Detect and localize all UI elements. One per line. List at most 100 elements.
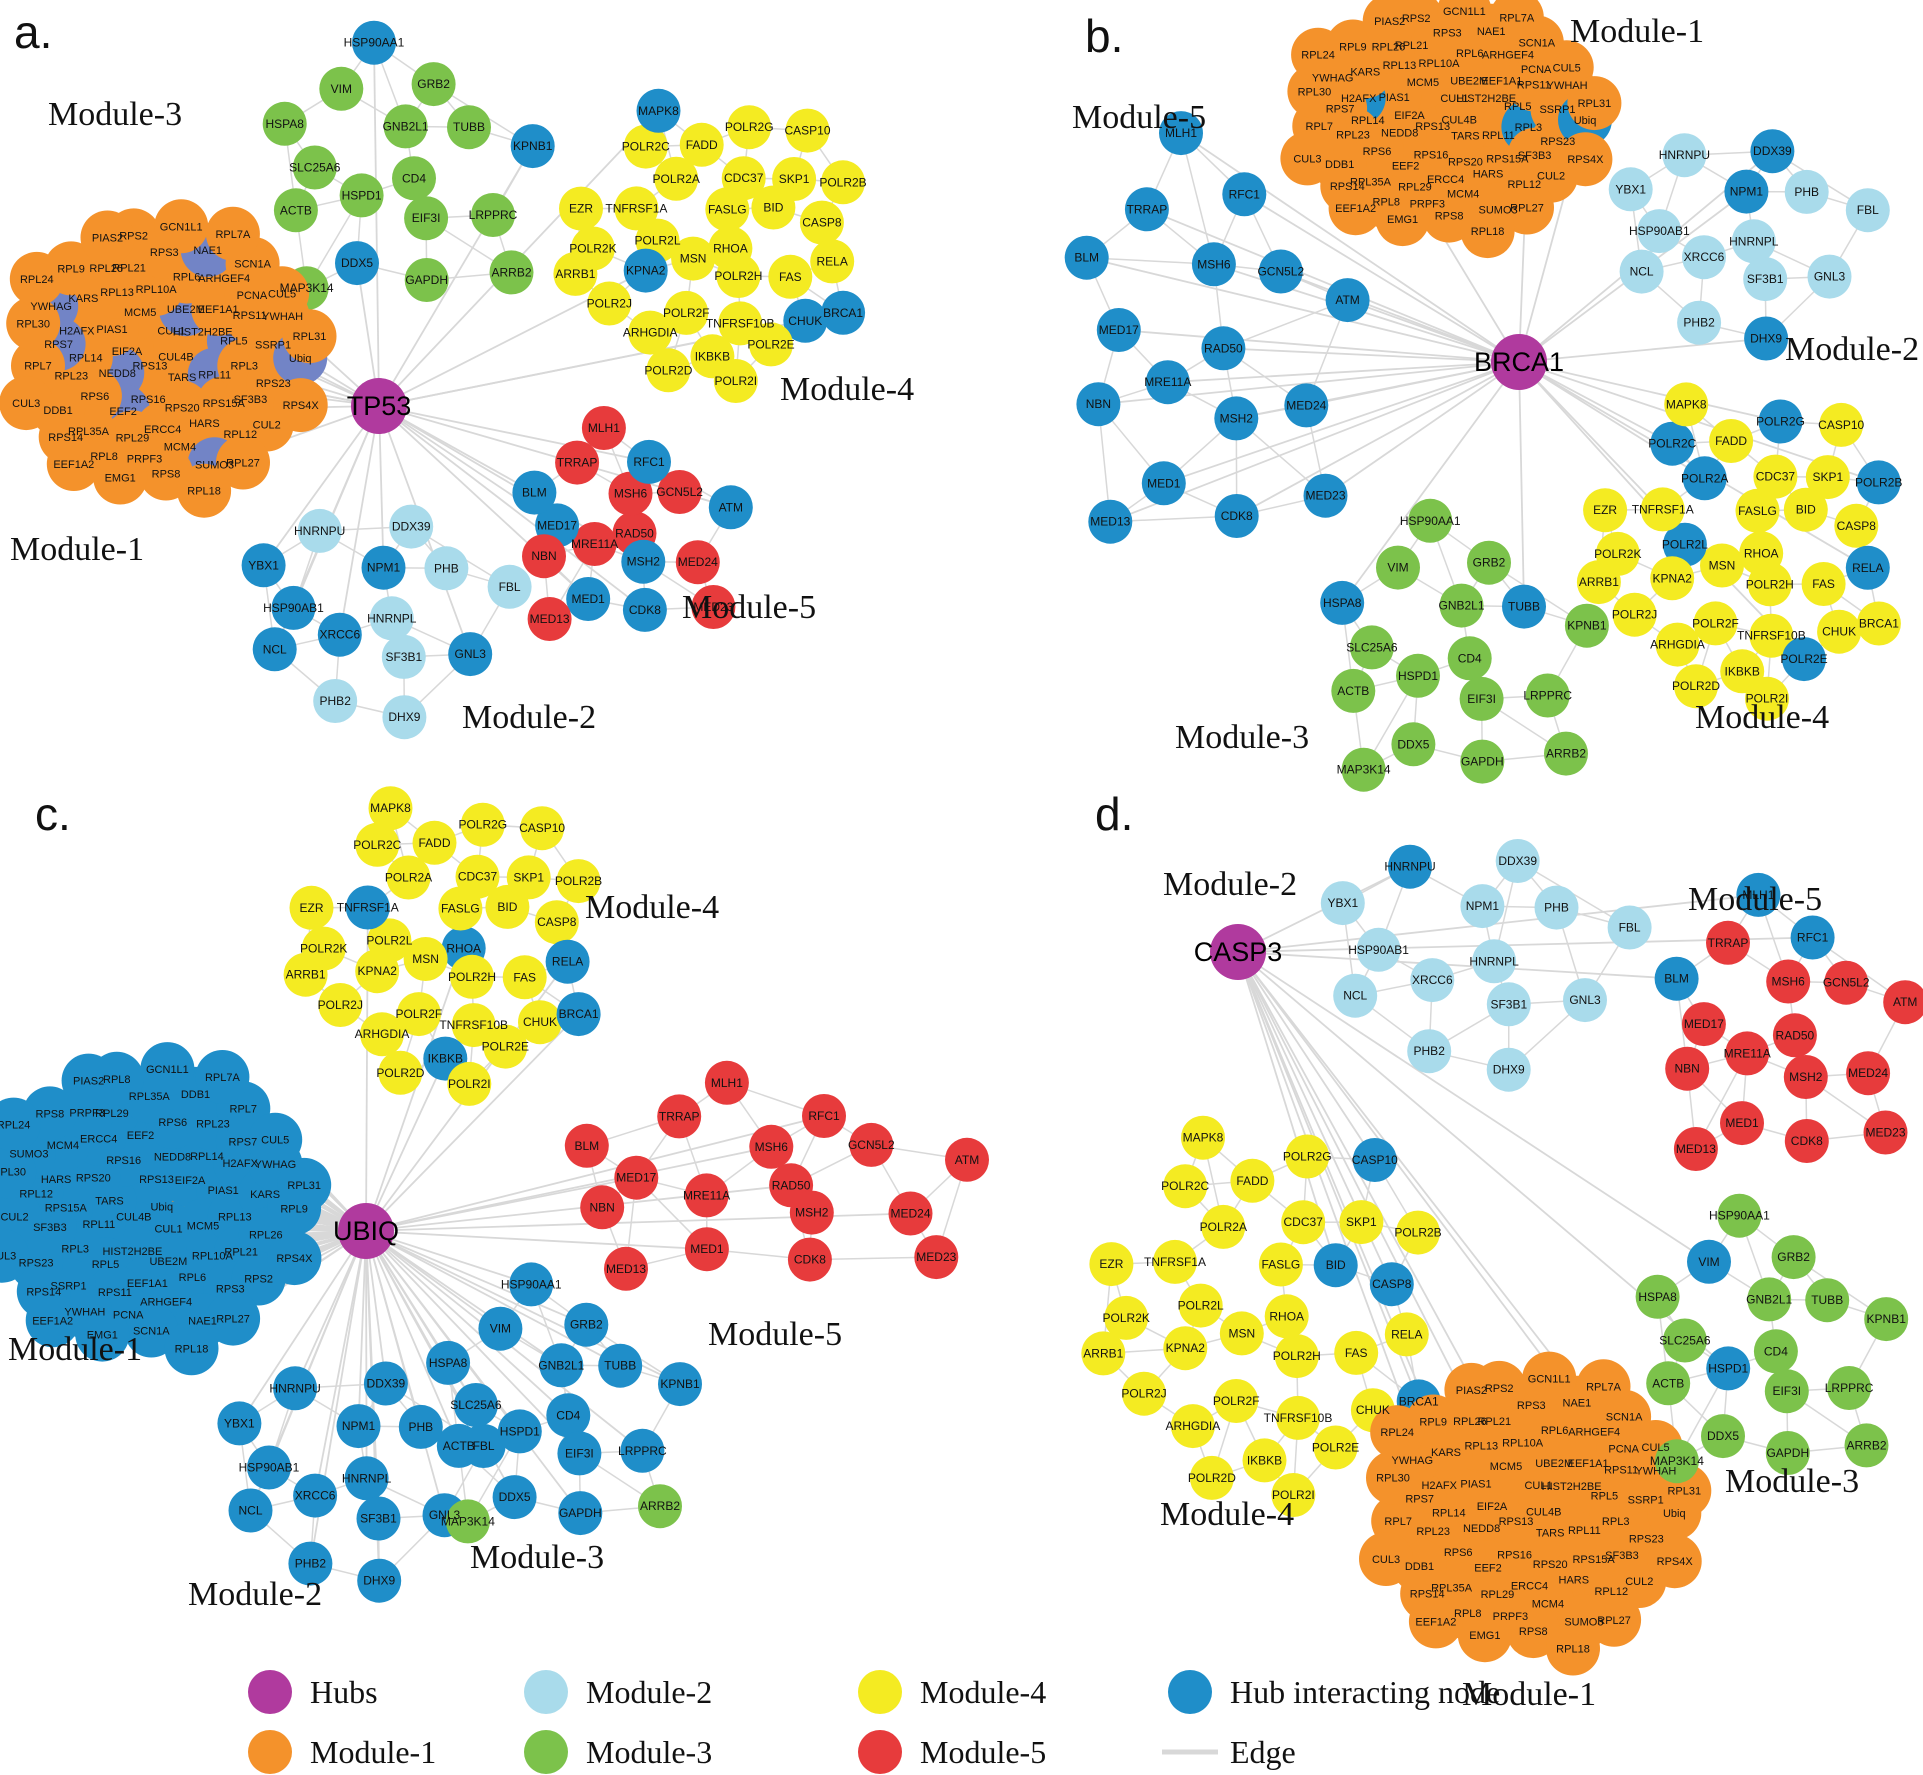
node-YBX1[interactable]	[1320, 881, 1365, 926]
node-MLH1[interactable]	[581, 406, 626, 450]
node-MED23[interactable]	[1303, 473, 1348, 518]
node-RHOA[interactable]	[1264, 1294, 1309, 1339]
node-RPL18[interactable]	[164, 1321, 219, 1376]
node-FBL[interactable]	[487, 564, 532, 609]
node-ARRB1[interactable]	[1081, 1331, 1126, 1376]
node-MSN[interactable]	[403, 937, 448, 981]
node-EIF3I[interactable]	[404, 196, 449, 241]
node-TRRAP[interactable]	[555, 440, 600, 485]
node-RFC1[interactable]	[1790, 915, 1835, 960]
node-YBX1[interactable]	[1608, 167, 1653, 212]
node-FADD[interactable]	[679, 122, 724, 167]
node-VIM[interactable]	[1376, 545, 1420, 590]
node-RPL31[interactable]	[1567, 76, 1622, 131]
node-GCN1L1[interactable]	[154, 199, 209, 254]
node-TUBB[interactable]	[447, 105, 491, 150]
node-ARRB1[interactable]	[553, 251, 598, 296]
node-SLC25A6[interactable]	[1349, 625, 1394, 670]
node-KPNA2[interactable]	[623, 248, 668, 293]
node-CDC37[interactable]	[1753, 454, 1798, 499]
node-GNL3[interactable]	[448, 632, 493, 677]
node-MED24[interactable]	[675, 540, 720, 585]
node-ATM[interactable]	[708, 485, 753, 530]
node-POLR2B[interactable]	[821, 160, 865, 205]
node-YBX1[interactable]	[241, 543, 286, 588]
node-MSN[interactable]	[671, 236, 716, 281]
node-ACTB[interactable]	[273, 188, 318, 233]
node-HSP90AB1[interactable]	[1637, 209, 1682, 254]
node-RPL31[interactable]	[277, 1157, 332, 1212]
node-CUL3[interactable]	[0, 376, 54, 431]
node-RFC1[interactable]	[802, 1094, 846, 1138]
node-KPNA2[interactable]	[1650, 556, 1695, 601]
node-VIM[interactable]	[478, 1306, 523, 1351]
node-POLR2J[interactable]	[1122, 1371, 1166, 1416]
node-NPM1[interactable]	[336, 1404, 381, 1449]
node-HNRNPL[interactable]	[1731, 219, 1776, 264]
node-MED23[interactable]	[691, 585, 736, 629]
node-RFC1[interactable]	[1222, 172, 1267, 217]
node-PHB2[interactable]	[1407, 1029, 1452, 1074]
node-RELA[interactable]	[545, 939, 590, 984]
node-RPL24[interactable]	[1370, 1405, 1425, 1460]
node-HSPA8[interactable]	[1320, 580, 1365, 625]
node-SKP1[interactable]	[506, 855, 551, 900]
node-MED13[interactable]	[1673, 1127, 1718, 1171]
node-POLR2L[interactable]	[1178, 1283, 1223, 1328]
node-ARRB1[interactable]	[1576, 560, 1621, 605]
node-HSPD1[interactable]	[1706, 1346, 1751, 1391]
node-DDX5[interactable]	[335, 241, 379, 286]
hub-node-UBIQ[interactable]	[338, 1203, 394, 1259]
node-HSP90AB1[interactable]	[271, 585, 316, 630]
node-POLR2F[interactable]	[664, 290, 709, 335]
node-RPL7A[interactable]	[195, 1050, 250, 1104]
node-TRRAP[interactable]	[1124, 187, 1169, 232]
node-MSH2[interactable]	[789, 1190, 834, 1235]
node-POLR2C[interactable]	[623, 124, 668, 169]
node-FADD[interactable]	[1230, 1158, 1275, 1203]
node-HNRNPL[interactable]	[344, 1456, 389, 1501]
node-GCN1L1[interactable]	[1437, 0, 1492, 38]
node-GCN5L2[interactable]	[849, 1122, 894, 1167]
node-POLR2E[interactable]	[483, 1024, 528, 1069]
node-DHX9[interactable]	[1744, 316, 1789, 361]
node-POLR2G[interactable]	[1285, 1134, 1330, 1179]
node-POLR2D[interactable]	[646, 348, 691, 393]
node-EEF1A2[interactable]	[46, 437, 101, 491]
node-POLR2D[interactable]	[378, 1050, 423, 1095]
node-EEF1A2[interactable]	[1328, 181, 1383, 236]
node-EMG1[interactable]	[1375, 192, 1430, 247]
node-MAPK8[interactable]	[1664, 382, 1709, 427]
node-MAP3K14[interactable]	[445, 1499, 490, 1544]
node-XRCC6[interactable]	[1410, 958, 1455, 1003]
node-RPL7A[interactable]	[1489, 0, 1544, 45]
node-POLR2K[interactable]	[1104, 1295, 1149, 1340]
node-BLM[interactable]	[1654, 956, 1699, 1001]
node-EEF1A2[interactable]	[1408, 1594, 1463, 1649]
node-NPM1[interactable]	[361, 545, 406, 590]
node-TNFRSF1A[interactable]	[1153, 1239, 1197, 1284]
node-POLR2E[interactable]	[749, 322, 793, 367]
node-MSH6[interactable]	[1191, 242, 1236, 287]
node-CUL5[interactable]	[255, 266, 310, 321]
node-LRPPRC[interactable]	[1827, 1366, 1872, 1410]
node-POLR2A[interactable]	[1682, 456, 1727, 501]
node-HNRNPU[interactable]	[273, 1366, 318, 1411]
node-EMG1[interactable]	[93, 450, 148, 505]
node-MED23[interactable]	[1863, 1110, 1908, 1155]
node-RPL31[interactable]	[282, 309, 337, 364]
node-MSH2[interactable]	[621, 539, 666, 584]
node-DDX39[interactable]	[363, 1361, 408, 1406]
node-LRPPRC[interactable]	[1525, 673, 1570, 718]
node-RPL27[interactable]	[1500, 180, 1554, 235]
node-ARRB2[interactable]	[489, 250, 534, 295]
node-VIM[interactable]	[1687, 1239, 1731, 1284]
node-CHUK[interactable]	[1817, 609, 1862, 654]
node-SF3B1[interactable]	[1743, 257, 1788, 302]
node-NBN[interactable]	[1665, 1046, 1710, 1091]
node-XRCC6[interactable]	[1682, 235, 1726, 280]
node-GCN5L2[interactable]	[1824, 960, 1869, 1005]
node-ATM[interactable]	[1883, 980, 1923, 1025]
node-BLM[interactable]	[512, 470, 557, 515]
node-LRPPRC[interactable]	[620, 1428, 665, 1473]
